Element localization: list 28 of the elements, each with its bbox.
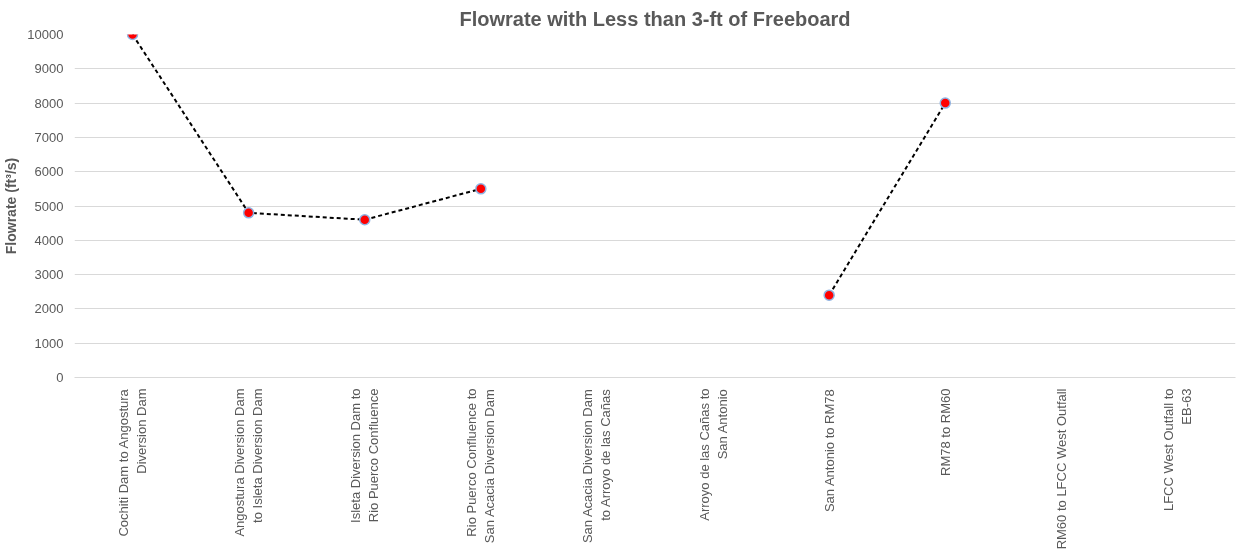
x-tick-label: Cochiti Dam to Angostura Diversion Dam <box>116 388 150 537</box>
point <box>823 289 835 301</box>
x-tick-label: RM78 to RM60 <box>937 388 953 476</box>
point <box>242 207 255 219</box>
y-tick-label: 8000 <box>34 95 64 111</box>
y-tick-label: 4000 <box>34 232 64 248</box>
y-tick-label: 6000 <box>34 164 64 180</box>
x-tick-label: San Antonio to RM78 <box>821 389 837 513</box>
y-tick-label: 0 <box>56 370 64 385</box>
chart-title: Flowrate with Less than 3-ft of Freeboard <box>459 7 851 30</box>
y-tick-label: 7000 <box>34 129 64 145</box>
y-tick-label: 9000 <box>34 61 64 77</box>
x-tick-label: RM60 to LFCC West Outfall <box>1053 388 1069 550</box>
x-tick-label: Rio Puerco Confluence to San Acacia Diversion Dam <box>464 388 498 544</box>
x-tick-label: Arroyo de las Cañas to San Antonio <box>696 388 730 521</box>
y-tick-label: 3000 <box>34 267 64 283</box>
point <box>475 183 487 195</box>
y-tick-label: 10000 <box>27 27 64 42</box>
point <box>359 213 371 226</box>
x-tick-label: Angostura Diversion Dam to Isleta Diversion Dam <box>232 388 266 537</box>
y-axis-title: Flowrate (ft³/s) <box>3 157 20 255</box>
y-tick-label: 2000 <box>34 301 64 317</box>
x-tick-label: LFCC West Outfall to EB-63 <box>1160 388 1194 512</box>
point <box>939 97 951 109</box>
x-tick-label: Isleta Diversion Dam to Rio Puerco Confluence <box>348 388 382 523</box>
y-tick-label: 5000 <box>34 198 64 214</box>
y-tick-label: 1000 <box>34 335 64 351</box>
x-tick-label: San Acacia Diversion Dam to Arroyo de las Cañas <box>580 388 614 544</box>
